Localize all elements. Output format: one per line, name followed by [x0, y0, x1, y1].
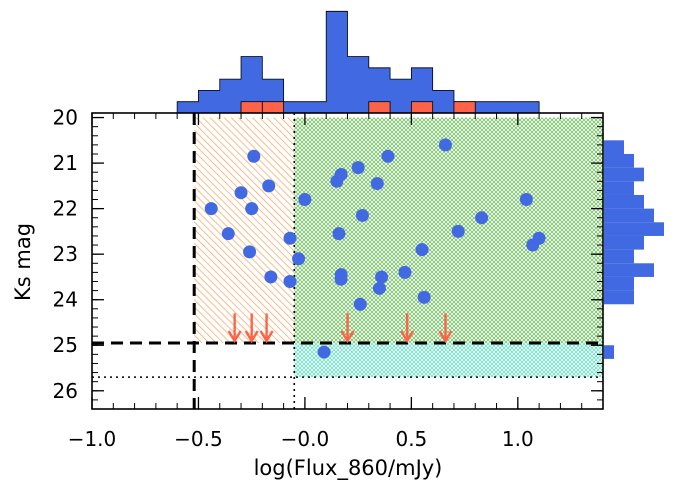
- data-point-3: [234, 186, 248, 200]
- data-point-8: [283, 274, 297, 288]
- data-point-29: [475, 211, 489, 225]
- arrow-head: [227, 330, 242, 344]
- top-histogram-sub-bar-13: [453, 101, 476, 114]
- data-point-4: [245, 202, 259, 216]
- data-point-28: [451, 224, 465, 238]
- upper-limit-arrow-3: [340, 313, 355, 344]
- data-point-33: [317, 345, 331, 359]
- right-histogram-bar-0: [604, 140, 624, 154]
- right-histogram-bar-1: [604, 153, 634, 168]
- data-point-32: [532, 231, 546, 245]
- y-axis-label: Ks mag: [11, 223, 35, 301]
- axis-ticks: [91, 113, 604, 409]
- data-point-22: [372, 281, 386, 295]
- data-points: [204, 138, 546, 359]
- y-tick-label: 22: [53, 197, 78, 221]
- data-point-16: [334, 272, 348, 286]
- data-point-27: [438, 138, 452, 152]
- upper-limit-arrow-2: [259, 313, 274, 344]
- right-histogram-bar-4: [604, 194, 644, 209]
- data-point-0: [247, 149, 261, 163]
- data-point-20: [370, 177, 384, 191]
- top-histogram: [176, 10, 540, 114]
- x-tick-label: −1.0: [68, 427, 117, 451]
- x-tick-label: −0.0: [281, 427, 330, 451]
- upper-limit-arrow-1: [244, 313, 259, 344]
- data-point-11: [298, 193, 312, 207]
- right-histogram: [604, 140, 664, 359]
- x-axis-label: log(Flux_860/mJy): [254, 456, 443, 481]
- data-point-30: [519, 193, 533, 207]
- top-histogram-sub-bar-9: [368, 101, 391, 114]
- data-point-9: [283, 231, 297, 245]
- data-point-5: [243, 245, 257, 259]
- y-tick-label: 23: [53, 242, 78, 266]
- shaded-region-0: [194, 117, 295, 343]
- arrow-head: [259, 330, 274, 344]
- x-tick-label: 0.5: [395, 427, 427, 451]
- shaded-region-2: [294, 342, 603, 378]
- right-histogram-bar-10: [604, 276, 634, 291]
- data-point-10: [292, 252, 306, 266]
- top-histogram-sub-bar-11: [410, 101, 434, 114]
- data-point-17: [351, 161, 365, 175]
- upper-limit-arrow-0: [227, 313, 242, 344]
- data-point-23: [381, 149, 395, 163]
- data-point-26: [417, 290, 431, 304]
- shaded-regions: [194, 117, 603, 378]
- data-point-18: [355, 208, 369, 222]
- arrow-head: [400, 330, 415, 344]
- right-histogram-bar-15: [604, 345, 614, 359]
- arrow-head: [244, 330, 259, 344]
- top-histogram-sub-bar-4: [261, 101, 285, 114]
- right-histogram-bar-2: [604, 167, 644, 182]
- tick-labels: −1.0 −0.5 −0.0 0.5 1.0 20 21 22 23 24 25 26: [53, 106, 534, 451]
- data-point-25: [415, 243, 429, 257]
- data-point-14: [332, 227, 346, 241]
- top-histogram-all: [176, 10, 540, 114]
- data-point-7: [264, 270, 278, 284]
- data-point-2: [221, 227, 235, 241]
- right-histogram-bar-8: [604, 249, 634, 264]
- right-histogram-bar-5: [604, 208, 654, 223]
- data-point-21: [375, 270, 389, 284]
- y-tick-label: 21: [53, 151, 78, 175]
- right-histogram-bar-9: [604, 263, 654, 277]
- arrow-head: [438, 330, 453, 344]
- data-point-1: [204, 202, 218, 216]
- upper-limit-arrow-4: [400, 313, 415, 344]
- right-histogram-bar-7: [604, 235, 644, 250]
- shaded-region-1: [294, 117, 603, 343]
- data-point-19: [353, 297, 367, 311]
- top-histogram-sub-bar-3: [240, 101, 263, 114]
- arrow-head: [340, 330, 355, 344]
- y-tick-label: 25: [53, 333, 78, 357]
- y-tick-label: 20: [53, 106, 78, 130]
- data-point-6: [262, 179, 276, 193]
- right-histogram-bar-3: [604, 181, 634, 195]
- upper-limit-arrows: [227, 313, 453, 344]
- data-point-13: [334, 167, 348, 181]
- x-tick-label: −0.5: [174, 427, 223, 451]
- right-histogram-bar-11: [604, 290, 634, 305]
- y-tick-label: 24: [53, 288, 78, 312]
- data-point-24: [398, 265, 412, 279]
- y-tick-label: 26: [53, 379, 78, 403]
- right-histogram-bar-6: [604, 222, 664, 236]
- x-tick-label: 1.0: [502, 427, 534, 451]
- upper-limit-arrow-5: [438, 313, 453, 344]
